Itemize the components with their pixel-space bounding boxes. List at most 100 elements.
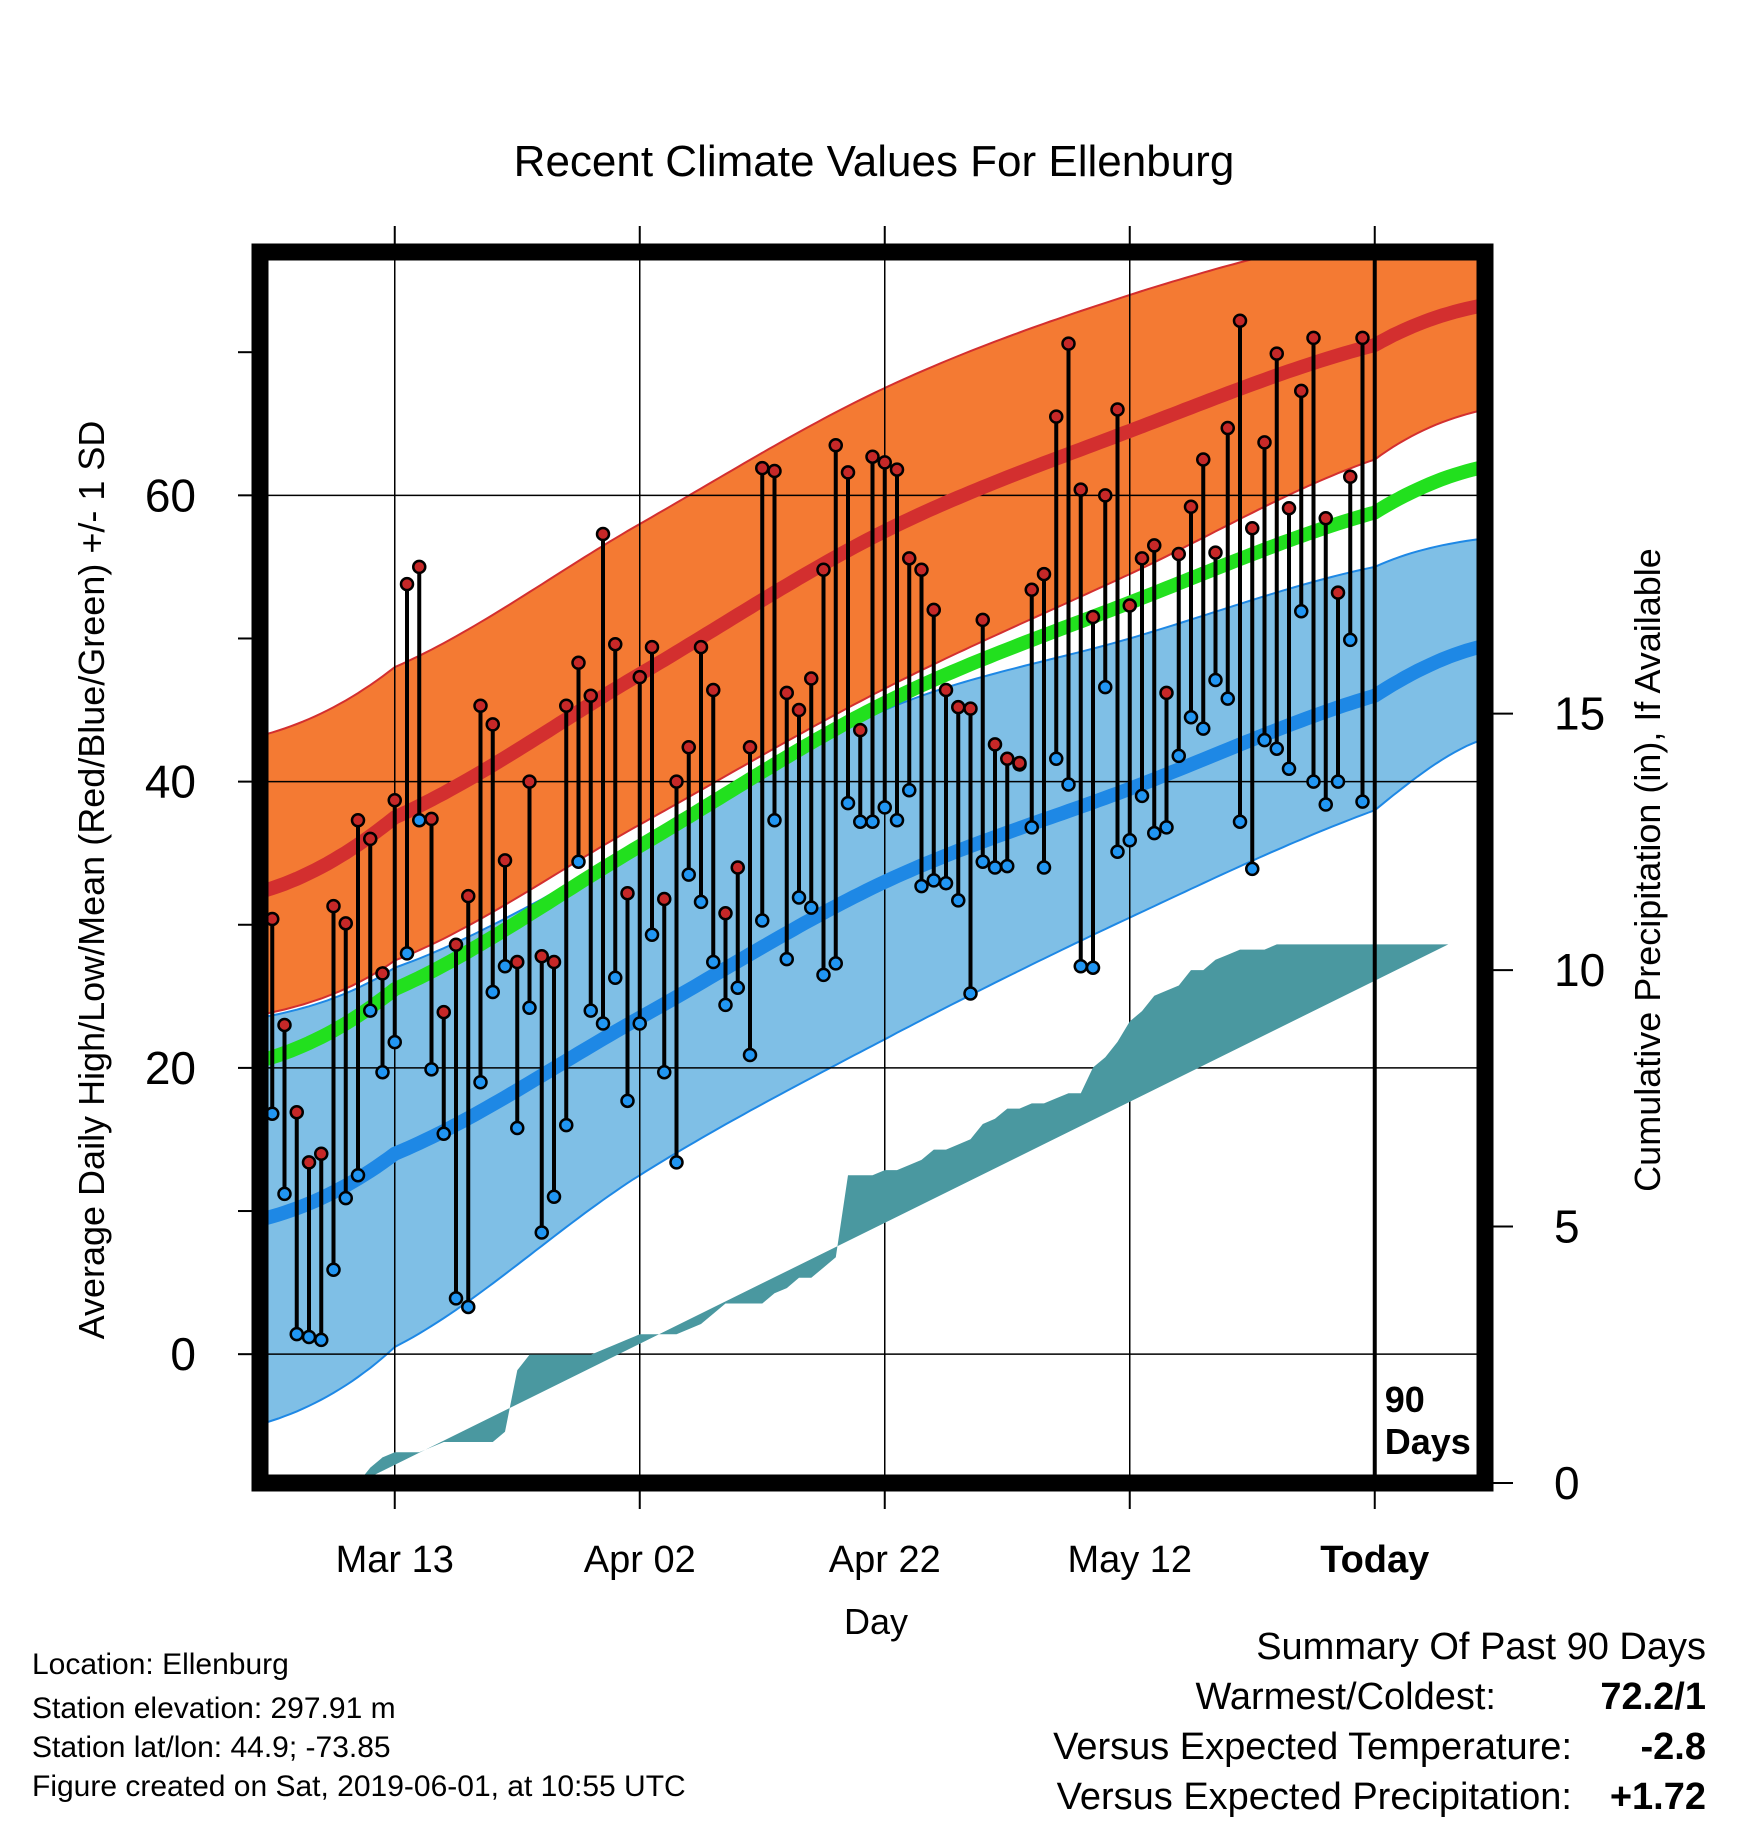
daily-high-point (853, 722, 868, 738)
daily-high-point (975, 612, 990, 628)
daily-low-point (571, 854, 586, 870)
daily-low-point (461, 1299, 476, 1315)
daily-high-point (1257, 435, 1272, 450)
summary-precip-value: +1.72 (1610, 1776, 1706, 1818)
daily-low-point (1024, 820, 1039, 835)
daily-low-point (693, 894, 709, 910)
daily-high-point (350, 813, 366, 828)
daily-high-point (1085, 609, 1101, 625)
daily-high-point (608, 636, 623, 652)
daily-high-point (804, 671, 819, 686)
figure-created: Figure created on Sat, 2019-06-01, at 10… (32, 1770, 686, 1803)
station-elevation: Station elevation: 297.91 m (32, 1692, 396, 1725)
daily-high-point (926, 602, 941, 618)
daily-low-point (1281, 761, 1297, 776)
daily-low-point (412, 813, 427, 828)
daily-low-point (497, 959, 513, 974)
daily-low-point (975, 854, 990, 870)
daily-low-point (583, 1003, 598, 1018)
daily-high-point (1061, 336, 1076, 351)
daily-low-point (1147, 825, 1162, 841)
summary-title: Summary Of Past 90 Days (1256, 1626, 1706, 1668)
x-axis-label: Day (844, 1601, 908, 1642)
daily-low-point (522, 1000, 537, 1016)
daily-high-point (877, 455, 892, 470)
daily-low-point (608, 970, 623, 985)
daily-high-point (1343, 469, 1358, 484)
daily-high-point (559, 698, 574, 714)
daily-low-point (877, 800, 892, 815)
daily-high-point (1220, 420, 1235, 436)
daily-high-point (963, 701, 978, 716)
daily-high-point (840, 465, 856, 480)
daily-high-point (583, 688, 598, 703)
daily-high-point (571, 655, 586, 671)
daily-low-point (706, 954, 721, 970)
x-tick-label: Mar 13 (336, 1539, 454, 1581)
daily-low-point (1330, 774, 1346, 789)
daily-low-point (767, 813, 782, 828)
daily-high-point (1306, 330, 1321, 346)
daily-high-point (301, 1155, 317, 1170)
daily-high-point (448, 937, 464, 953)
daily-low-point (1171, 748, 1186, 764)
daily-high-point (436, 1004, 451, 1020)
daily-high-point (767, 463, 782, 479)
daily-high-point (951, 699, 966, 715)
high-sd-upper-edge (260, 252, 1285, 737)
daily-low-point (1085, 960, 1101, 975)
daily-high-point (889, 462, 905, 477)
daily-low-point (1036, 860, 1052, 875)
daily-high-point (1000, 751, 1015, 766)
daily-low-point (987, 860, 1003, 875)
x-tick-label: May 12 (1067, 1539, 1192, 1581)
daily-high-point (902, 551, 917, 566)
daily-low-point (657, 1064, 672, 1080)
daily-high-point (546, 954, 562, 970)
daily-high-point (1330, 585, 1346, 600)
daily-high-point (314, 1146, 329, 1162)
station-info: Location: Ellenburg Station elevation: 2… (32, 1648, 686, 1803)
daily-high-point (632, 669, 647, 685)
daily-low-point (363, 1003, 378, 1018)
daily-high-point (791, 702, 807, 718)
daily-low-point (1220, 691, 1235, 706)
daily-low-point (742, 1047, 758, 1063)
daily-high-point (338, 916, 353, 931)
daily-low-point (755, 913, 770, 928)
x-tick-label: Apr 02 (584, 1539, 696, 1581)
daily-low-point (951, 893, 966, 908)
daily-high-point (375, 966, 390, 981)
today-label-days-word: Days (1385, 1421, 1471, 1462)
daily-high-point (1147, 538, 1162, 553)
daily-high-point (1171, 546, 1186, 562)
daily-high-point (914, 562, 929, 578)
daily-low-point (779, 951, 794, 967)
daily-low-point (902, 782, 917, 798)
daily-low-point (595, 1016, 611, 1031)
chart-title: Recent Climate Values For Ellenburg (514, 137, 1235, 186)
daily-high-point (326, 898, 341, 914)
daily-high-point (1269, 346, 1284, 361)
daily-low-point (387, 1034, 402, 1050)
daily-high-point (1208, 545, 1223, 560)
y-left-tick-label: 40 (145, 756, 196, 808)
daily-high-point (987, 737, 1003, 752)
daily-high-point (938, 682, 954, 698)
daily-high-point (510, 954, 525, 970)
daily-high-point (816, 562, 831, 578)
daily-low-point (1208, 672, 1223, 688)
plot-frame (251, 243, 1494, 1492)
daily-high-point (828, 437, 843, 453)
daily-high-point (755, 460, 770, 476)
daily-low-point (1294, 604, 1309, 619)
daily-low-point (963, 986, 978, 1001)
daily-high-point (669, 774, 684, 789)
y-left-tick-label: 0 (170, 1328, 196, 1380)
plot-area (260, 252, 1485, 1483)
daily-low-point (938, 875, 954, 891)
daily-high-point (1232, 313, 1248, 328)
daily-low-point (534, 1225, 549, 1240)
today-label-days-count: 90 (1385, 1379, 1425, 1420)
